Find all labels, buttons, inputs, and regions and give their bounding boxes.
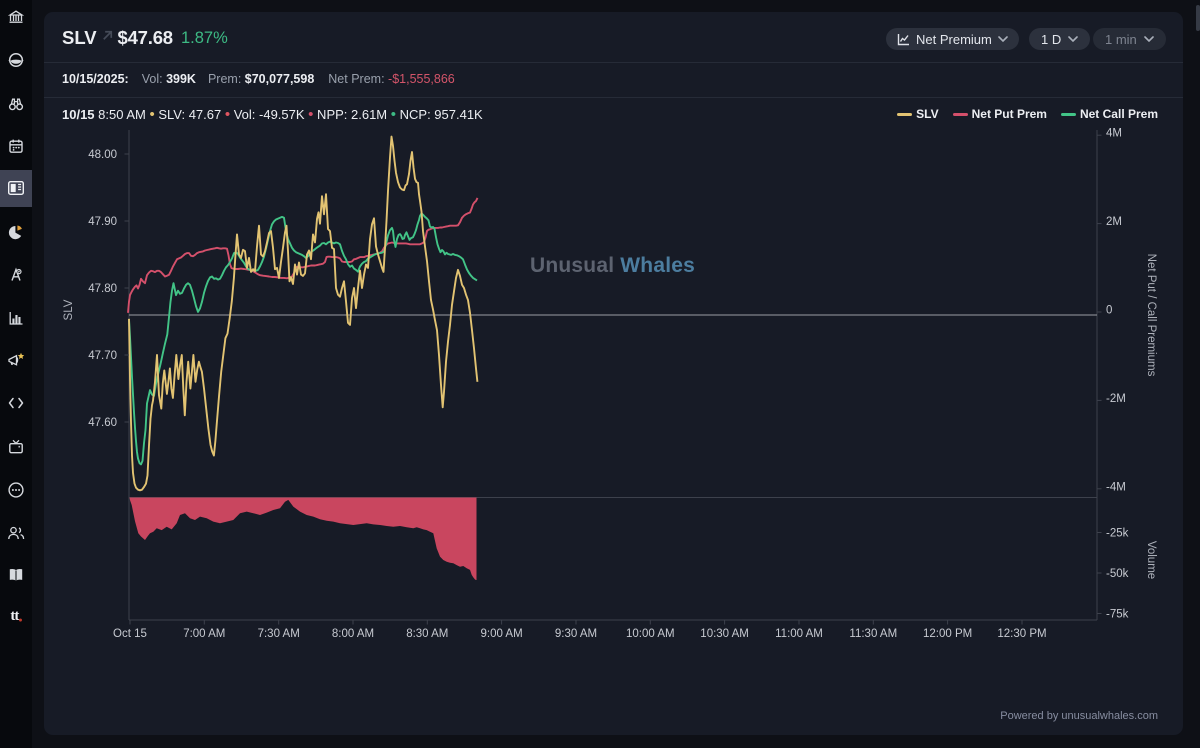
svg-text:8:00 AM: 8:00 AM <box>332 628 374 640</box>
svg-text:10:30 AM: 10:30 AM <box>700 628 749 640</box>
svg-text:-25k: -25k <box>1106 528 1129 540</box>
svg-text:47.80: 47.80 <box>88 283 117 295</box>
svg-text:9:00 AM: 9:00 AM <box>480 628 522 640</box>
svg-text:12:00 PM: 12:00 PM <box>923 628 972 640</box>
svg-text:Volume: Volume <box>1145 541 1157 579</box>
svg-text:4M: 4M <box>1106 128 1122 140</box>
svg-text:0: 0 <box>1106 305 1112 317</box>
svg-text:9:30 AM: 9:30 AM <box>555 628 597 640</box>
svg-text:-50k: -50k <box>1106 568 1129 580</box>
svg-text:12:30 PM: 12:30 PM <box>997 628 1046 640</box>
svg-text:SLV: SLV <box>63 299 75 320</box>
svg-text:47.70: 47.70 <box>88 350 117 362</box>
svg-text:-2M: -2M <box>1106 393 1126 405</box>
svg-text:Unusual Whales: Unusual Whales <box>530 254 695 277</box>
svg-text:7:00 AM: 7:00 AM <box>183 628 225 640</box>
svg-text:8:30 AM: 8:30 AM <box>406 628 448 640</box>
svg-text:Net Put / Call Premiums: Net Put / Call Premiums <box>1145 254 1157 377</box>
svg-text:11:00 AM: 11:00 AM <box>775 628 823 640</box>
svg-text:2M: 2M <box>1106 216 1122 228</box>
svg-text:-4M: -4M <box>1106 481 1126 493</box>
svg-text:48.00: 48.00 <box>88 149 117 161</box>
svg-text:Oct 15: Oct 15 <box>113 628 147 640</box>
svg-text:-75k: -75k <box>1106 609 1129 621</box>
svg-text:47.60: 47.60 <box>88 417 117 429</box>
svg-text:47.90: 47.90 <box>88 216 117 228</box>
svg-text:11:30 AM: 11:30 AM <box>849 628 897 640</box>
svg-text:10:00 AM: 10:00 AM <box>626 628 675 640</box>
svg-text:7:30 AM: 7:30 AM <box>258 628 300 640</box>
